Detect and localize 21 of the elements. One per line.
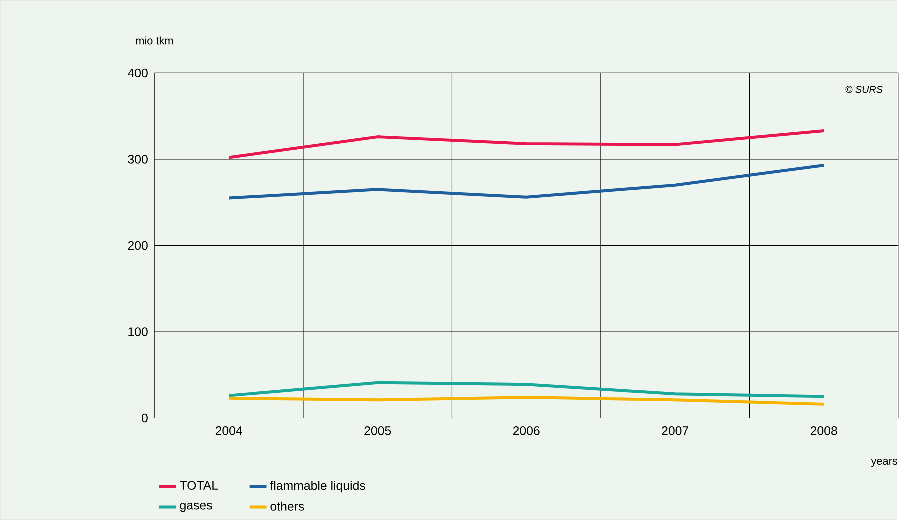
- x-tick-label: 2008: [810, 426, 838, 436]
- line-series: [228, 129, 826, 160]
- legend-label: flammable liquids: [270, 481, 366, 493]
- y-axis-title: mio tkm: [136, 36, 174, 45]
- y-tick-label: 100: [128, 328, 148, 336]
- y-tick-label: 0: [142, 414, 148, 423]
- annotation: © SURS: [846, 86, 883, 94]
- x-tick-label: 2006: [513, 426, 540, 436]
- line-series: [228, 396, 826, 406]
- y-tick-label: 300: [128, 155, 148, 164]
- line-series: [228, 164, 826, 200]
- line-series: [228, 381, 826, 398]
- x-axis-title: years: [871, 459, 898, 468]
- x-tick-label: 2007: [662, 426, 688, 436]
- y-tick-label: 200: [128, 241, 148, 250]
- legend-label: others: [270, 502, 304, 511]
- legend-label: gases: [180, 502, 212, 512]
- legend-label: TOTAL: [180, 481, 218, 490]
- x-tick-label: 2005: [364, 426, 392, 436]
- y-tick-label: 400: [128, 68, 148, 78]
- x-tick-label: 2004: [216, 426, 242, 436]
